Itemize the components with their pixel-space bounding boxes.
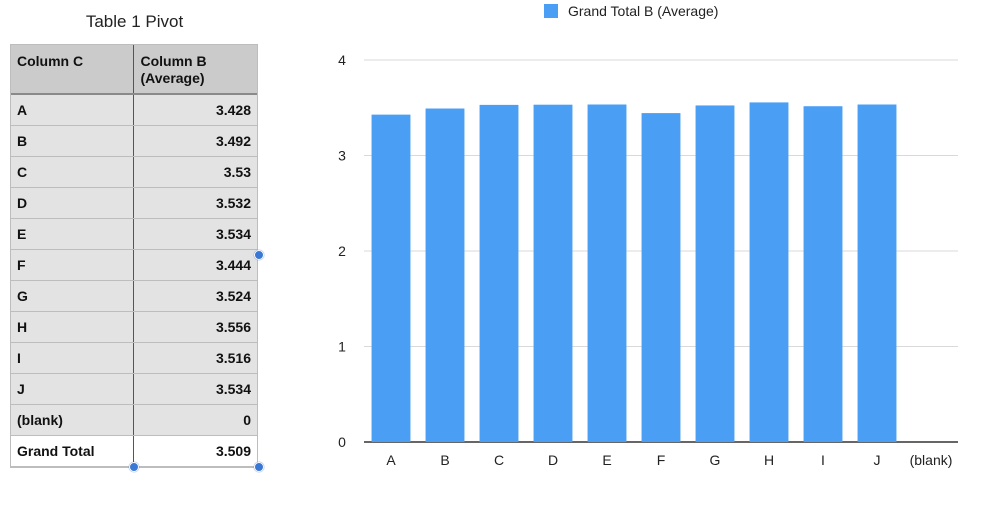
row-value[interactable]: 3.53 [133, 156, 258, 188]
table-row[interactable]: B 3.492 [10, 125, 258, 157]
bar-A[interactable] [371, 114, 411, 442]
row-label[interactable]: G [10, 280, 134, 312]
row-value[interactable]: 3.524 [133, 280, 258, 312]
x-tick-label: D [548, 452, 558, 468]
grand-total-label[interactable]: Grand Total [10, 435, 134, 467]
x-tick-label: I [821, 452, 825, 468]
bar-I[interactable] [803, 106, 843, 443]
row-label[interactable]: I [10, 342, 134, 374]
bar-C[interactable] [479, 104, 519, 442]
bar-B[interactable] [425, 108, 465, 442]
row-value[interactable]: 3.534 [133, 218, 258, 250]
legend-swatch [544, 4, 558, 18]
grand-total-value[interactable]: 3.509 [133, 435, 258, 467]
row-label[interactable]: E [10, 218, 134, 250]
row-value[interactable]: 3.492 [133, 125, 258, 157]
legend-label: Grand Total B (Average) [568, 3, 718, 19]
y-tick-label: 3 [338, 148, 346, 164]
row-label[interactable]: J [10, 373, 134, 405]
row-value[interactable]: 3.428 [133, 94, 258, 126]
row-label[interactable]: D [10, 187, 134, 219]
x-tick-label: J [874, 452, 881, 468]
header-column-c[interactable]: Column C [10, 44, 134, 95]
table-row[interactable]: F 3.444 [10, 249, 258, 281]
y-axis: 0 1 2 3 4 [338, 52, 346, 450]
chart-bars [371, 102, 897, 443]
bar-J[interactable] [857, 104, 897, 443]
table-row[interactable]: (blank) 0 [10, 404, 258, 436]
pivot-table[interactable]: Column C Column B (Average) A 3.428 B 3.492… [10, 44, 258, 467]
row-label[interactable]: A [10, 94, 134, 126]
x-axis: A B C D E F G H I J (blank) [386, 452, 952, 468]
table-row[interactable]: E 3.534 [10, 218, 258, 250]
y-tick-label: 0 [338, 434, 346, 450]
x-tick-label: H [764, 452, 774, 468]
bar-F[interactable] [641, 113, 681, 443]
row-value[interactable]: 3.444 [133, 249, 258, 281]
x-tick-label: C [494, 452, 504, 468]
x-tick-label: (blank) [910, 452, 953, 468]
table-row[interactable]: A 3.428 [10, 94, 258, 126]
x-tick-label: G [710, 452, 721, 468]
table-row[interactable]: C 3.53 [10, 156, 258, 188]
row-value[interactable]: 3.516 [133, 342, 258, 374]
bar-E[interactable] [587, 104, 627, 443]
table-row[interactable]: H 3.556 [10, 311, 258, 343]
bar-H[interactable] [749, 102, 789, 442]
x-tick-label: F [657, 452, 666, 468]
y-tick-label: 1 [338, 339, 346, 355]
row-value[interactable]: 3.532 [133, 187, 258, 219]
header-row: Column C Column B (Average) [10, 44, 258, 95]
resize-handle-right[interactable] [254, 250, 264, 260]
table-title: Table 1 Pivot [85, 12, 184, 31]
bar-chart[interactable]: Grand Total B (Average) 0 1 2 3 4 A B C D E F G H I J… [300, 0, 990, 490]
row-label[interactable]: C [10, 156, 134, 188]
table-row[interactable]: I 3.516 [10, 342, 258, 374]
y-tick-label: 2 [338, 243, 346, 259]
table-row[interactable]: D 3.532 [10, 187, 258, 219]
row-value[interactable]: 0 [133, 404, 258, 436]
table-row[interactable]: J 3.534 [10, 373, 258, 405]
x-tick-label: A [386, 452, 396, 468]
row-label[interactable]: F [10, 249, 134, 281]
bar-G[interactable] [695, 105, 735, 442]
row-value[interactable]: 3.534 [133, 373, 258, 405]
row-label[interactable]: (blank) [10, 404, 134, 436]
y-tick-label: 4 [338, 52, 346, 68]
bar-D[interactable] [533, 104, 573, 442]
x-tick-label: B [440, 452, 449, 468]
row-value[interactable]: 3.556 [133, 311, 258, 343]
resize-handle-corner[interactable] [254, 462, 264, 472]
header-column-b[interactable]: Column B (Average) [133, 44, 258, 95]
table-row[interactable]: G 3.524 [10, 280, 258, 312]
grand-total-row[interactable]: Grand Total 3.509 [10, 435, 258, 467]
row-label[interactable]: H [10, 311, 134, 343]
resize-handle-bottom[interactable] [129, 462, 139, 472]
row-label[interactable]: B [10, 125, 134, 157]
chart-legend: Grand Total B (Average) [544, 3, 718, 19]
x-tick-label: E [602, 452, 611, 468]
